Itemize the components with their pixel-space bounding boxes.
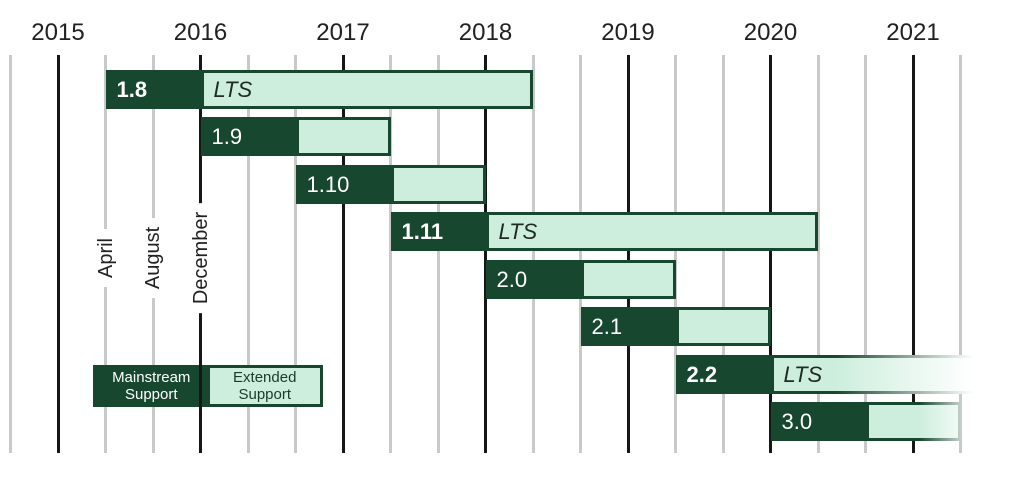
release-bar-2.0: 2.0: [485, 260, 676, 299]
extended-support-segment: LTS: [485, 212, 818, 251]
release-bar-2.2: LTS2.2: [675, 355, 997, 394]
month-label-august: August: [140, 217, 166, 299]
release-bar-1.10: 1.10: [295, 165, 486, 204]
gridline-month-minor: [674, 55, 677, 453]
gridline-month-minor: [959, 55, 962, 453]
extended-support-segment: LTS: [200, 70, 533, 109]
version-label: 1.11: [401, 218, 444, 244]
year-label-2019: 2019: [601, 19, 655, 46]
year-label-2021: 2021: [886, 19, 940, 46]
year-label-2020: 2020: [743, 19, 798, 46]
version-label: 1.9: [211, 123, 243, 149]
fade-edge-overlay: [770, 402, 961, 441]
fade-out-overlay: [675, 355, 997, 394]
release-bar-2.1: 2.1: [580, 307, 771, 346]
release-bar-3.0: 3.0: [770, 402, 961, 441]
extended-support-segment: [390, 165, 486, 204]
extended-support-segment: [580, 260, 676, 299]
version-label: 2.0: [496, 266, 528, 292]
gridline-year-major: [626, 55, 630, 453]
year-label-2016: 2016: [173, 19, 228, 46]
gridline-month-minor: [389, 55, 392, 453]
gridline-year-major: [341, 55, 345, 453]
release-bar-1.9: 1.9: [200, 117, 391, 156]
extended-support-segment: [295, 117, 391, 156]
gridline-year-major: [484, 55, 487, 453]
gridline-year-major: [56, 55, 60, 453]
legend-extended-support: Extended Support: [206, 368, 320, 404]
gridline-month-minor: [579, 55, 582, 453]
version-label: 2.1: [591, 313, 623, 339]
gridline-month-minor: [9, 55, 12, 453]
gridline-month-minor: [246, 55, 250, 453]
year-label-2017: 2017: [316, 19, 370, 46]
version-label: 1.8: [116, 76, 148, 102]
release-bar-1.8: LTS 1.8: [105, 70, 533, 109]
legend-mainstream-support: Mainstream Support: [96, 368, 207, 404]
version-label: 1.10: [306, 171, 350, 197]
gridline-month-minor: [531, 55, 535, 453]
gridline-year-major: [911, 55, 915, 453]
month-label-december: December: [187, 202, 214, 314]
lts-label: LTS: [213, 76, 253, 102]
gridline-month-minor: [816, 55, 820, 453]
gridline-year-major: [769, 55, 772, 453]
legend: Mainstream Support Extended Support: [93, 365, 323, 407]
gridline-month-minor: [864, 55, 867, 453]
year-label-2018: 2018: [458, 19, 513, 46]
year-label-2015: 2015: [31, 19, 85, 46]
lts-label: LTS: [498, 218, 538, 244]
gridline-month-minor: [294, 55, 297, 453]
month-label-april: April: [92, 228, 119, 288]
gridline-month-minor: [721, 55, 725, 453]
release-bar-1.11: LTS 1.11: [390, 212, 818, 251]
extended-support-segment: [675, 307, 771, 346]
gridline-month-minor: [436, 55, 440, 453]
